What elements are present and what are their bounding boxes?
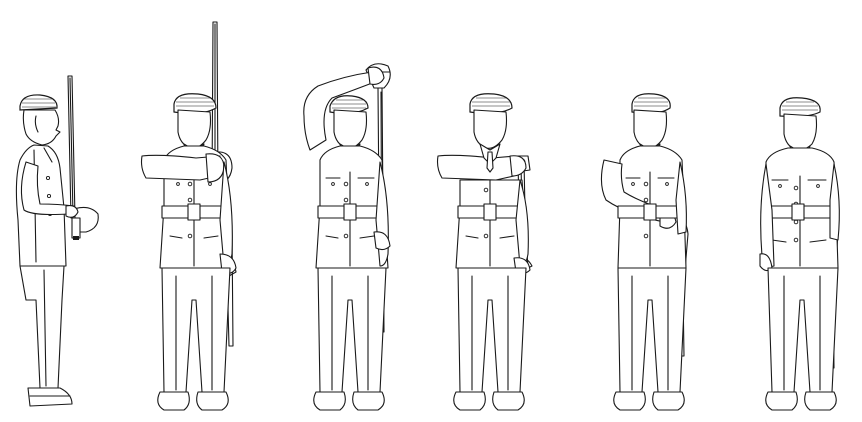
figure-3-trousers — [317, 267, 387, 393]
figure-5-head — [633, 109, 668, 149]
figure-1-sword-guard — [65, 206, 99, 233]
figure-3-arm-raised — [303, 71, 381, 151]
figure-4 — [436, 93, 533, 411]
figure-6-arm-left — [829, 163, 840, 241]
figure-2 — [140, 21, 237, 411]
figure-2-trousers — [161, 267, 231, 393]
figure-3-head — [333, 109, 368, 149]
figure-5-boots — [613, 391, 685, 411]
figure-1-boots — [27, 387, 73, 407]
figure-5 — [600, 93, 689, 411]
figure-3-boots — [313, 391, 385, 411]
figure-3-sword-guard — [365, 63, 391, 89]
figure-6-boots — [765, 391, 837, 411]
figure-6-head — [783, 113, 818, 151]
figure-1-trousers — [19, 265, 65, 389]
figure-5-trousers — [617, 267, 687, 393]
figure-6 — [759, 97, 840, 411]
figure-6-trousers — [767, 267, 839, 393]
figure-1-cap — [19, 94, 58, 111]
figure-3 — [303, 63, 391, 411]
figure-4-boots — [453, 391, 525, 411]
figure-1-head — [22, 109, 61, 146]
figure-2-head — [177, 109, 212, 149]
figure-4-trousers — [457, 267, 527, 393]
figure-1 — [15, 75, 99, 407]
figure-4-head — [473, 109, 508, 149]
figure-4-arm-raised — [436, 154, 517, 181]
figure-2-boots — [157, 391, 229, 411]
